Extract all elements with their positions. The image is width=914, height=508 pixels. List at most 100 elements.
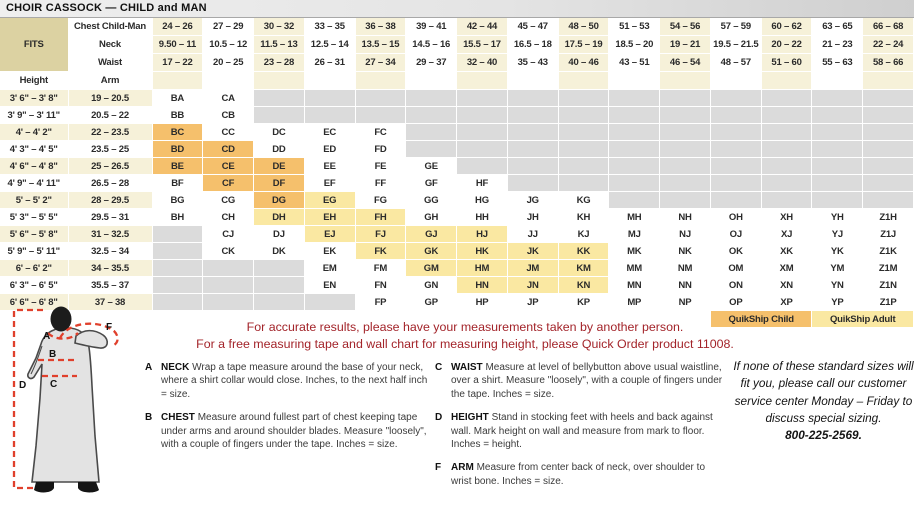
size-code-cell: KM xyxy=(558,259,610,277)
size-code-cell: XK xyxy=(761,242,813,260)
empty-cell xyxy=(253,106,305,124)
empty-cell xyxy=(862,191,914,209)
size-code-cell: MH xyxy=(608,208,661,226)
empty-cell xyxy=(710,89,762,107)
figure-foot-left xyxy=(34,482,54,493)
empty-cell xyxy=(405,140,458,158)
size-code-cell: DG xyxy=(253,191,305,209)
empty-cell xyxy=(761,106,813,124)
arm-range-cell: 37 – 38 xyxy=(68,293,153,311)
size-code-cell: CA xyxy=(202,89,255,107)
empty-cell xyxy=(456,106,508,124)
chest-range-cell: 39 – 41 xyxy=(405,18,458,36)
empty-cell xyxy=(202,276,255,294)
chest-range-cell: 57 – 59 xyxy=(710,18,762,36)
size-code-cell: FH xyxy=(355,208,407,226)
empty-cell xyxy=(405,123,458,141)
size-code-cell: HN xyxy=(456,276,508,294)
chest-range-cell: 48 – 50 xyxy=(558,18,610,36)
size-code-cell: YM xyxy=(811,259,864,277)
arm-range-cell: 34 – 35.5 xyxy=(68,259,153,277)
size-code-cell: DJ xyxy=(253,225,305,243)
size-code-cell: NK xyxy=(659,242,711,260)
size-code-cell: DK xyxy=(253,242,305,260)
chest-range-cell: 33 – 35 xyxy=(304,18,356,36)
intro-line-2: For a free measuring tape and wall chart… xyxy=(196,337,734,351)
waist-range-cell: 35 – 43 xyxy=(507,53,559,72)
neck-range-cell: 13.5 – 15 xyxy=(355,35,407,54)
empty-cell xyxy=(659,89,711,107)
empty-cell xyxy=(659,191,711,209)
arm-range-cell: 31 – 32.5 xyxy=(68,225,153,243)
chest-range-cell: 30 – 32 xyxy=(253,18,305,36)
empty-cell xyxy=(558,174,610,192)
size-code-cell: KN xyxy=(558,276,610,294)
size-code-cell: EF xyxy=(304,174,356,192)
waist-range-cell: 32 – 40 xyxy=(456,53,508,72)
raised-arm xyxy=(74,329,109,349)
neck-range-cell: 19 – 21 xyxy=(659,35,711,54)
instruction-height: D HEIGHT Stand in stocking feet with hee… xyxy=(435,411,727,451)
size-code-cell: NH xyxy=(659,208,711,226)
special-sizing-note: If none of these standard sizes will fit… xyxy=(733,358,914,444)
empty-cell xyxy=(507,140,559,158)
size-code-cell: Z1J xyxy=(862,225,914,243)
size-code-cell: HP xyxy=(456,293,508,311)
instruction-waist: C WAIST Measure at level of bellybutton … xyxy=(435,361,727,401)
empty-cell xyxy=(862,157,914,175)
size-code-cell: Z1K xyxy=(862,242,914,260)
figure-label-d: D xyxy=(19,380,26,391)
size-code-cell: BG xyxy=(152,191,204,209)
instruction-text: Measure around fullest part of chest kee… xyxy=(161,412,427,451)
neck-row-label: Neck xyxy=(68,35,153,54)
empty-cell xyxy=(659,106,711,124)
size-code-cell: FD xyxy=(355,140,407,158)
height-range-cell: 5' 3" – 5' 5" xyxy=(0,208,69,226)
size-code-cell: DE xyxy=(253,157,305,175)
arm-range-cell: 26.5 – 28 xyxy=(68,174,153,192)
size-code-cell: CH xyxy=(202,208,255,226)
waist-range-cell: 58 – 66 xyxy=(862,53,914,72)
size-code-cell: YP xyxy=(811,293,864,311)
arm-column-header: Arm xyxy=(68,71,153,90)
waist-range-cell: 51 – 60 xyxy=(761,53,813,72)
size-code-cell: MN xyxy=(608,276,661,294)
empty-cell xyxy=(608,191,661,209)
empty-cell xyxy=(558,89,610,107)
instruction-letter: C xyxy=(435,362,443,373)
size-code-cell: Z1M xyxy=(862,259,914,277)
arm-range-cell: 35.5 – 37 xyxy=(68,276,153,294)
waist-range-cell: 20 – 25 xyxy=(202,53,255,72)
empty-cell xyxy=(761,140,813,158)
instruction-letter: D xyxy=(435,412,443,424)
height-range-cell: 3' 6" – 3' 8" xyxy=(0,89,69,107)
size-code-cell: KK xyxy=(558,242,610,260)
size-code-cell: JG xyxy=(507,191,559,209)
figure-foot-right xyxy=(78,482,99,493)
height-column-header: Height xyxy=(0,71,69,90)
waist-range-cell: 23 – 28 xyxy=(253,53,305,72)
empty-cell xyxy=(456,140,508,158)
instruction-term: WAIST xyxy=(451,362,483,373)
arm-seam-line xyxy=(30,345,43,375)
arm-range-cell: 22 – 23.5 xyxy=(68,123,153,141)
chest-range-cell: 45 – 47 xyxy=(507,18,559,36)
empty-cell xyxy=(304,293,356,311)
neck-range-cell: 15.5 – 17 xyxy=(456,35,508,54)
size-code-cell: FP xyxy=(355,293,407,311)
empty-cell xyxy=(253,89,305,107)
size-code-cell: DC xyxy=(253,123,305,141)
size-code-cell: XP xyxy=(761,293,813,311)
empty-cell xyxy=(507,174,559,192)
neck-range-cell: 20 – 22 xyxy=(761,35,813,54)
arm-range-cell: 28 – 29.5 xyxy=(68,191,153,209)
empty-cell xyxy=(202,293,255,311)
size-code-cell: FM xyxy=(355,259,407,277)
instruction-chest: B CHEST Measure around fullest part of c… xyxy=(145,411,428,451)
size-code-cell: FC xyxy=(355,123,407,141)
size-code-cell: Z1H xyxy=(862,208,914,226)
empty-cell xyxy=(355,106,407,124)
size-code-cell: XM xyxy=(761,259,813,277)
instruction-text: Wrap a tape measure around the base of y… xyxy=(161,362,428,400)
